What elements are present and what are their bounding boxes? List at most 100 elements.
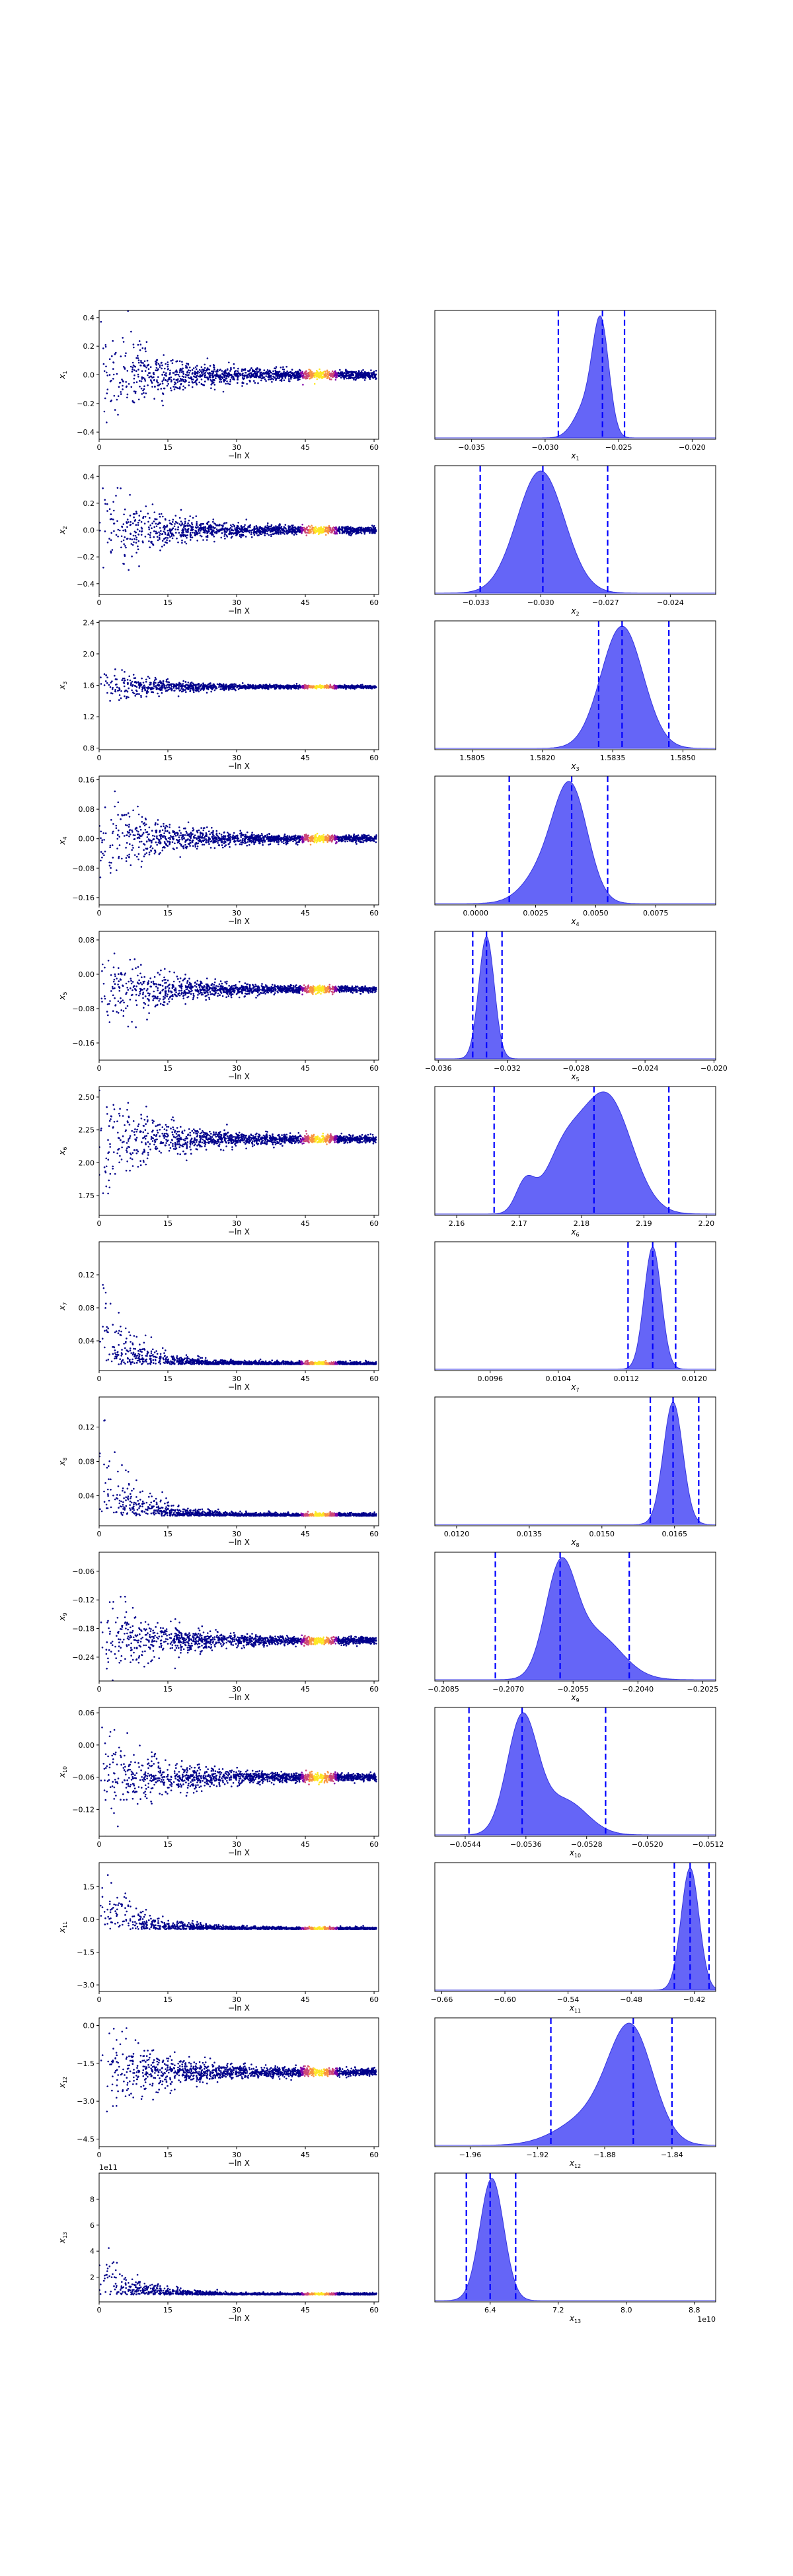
trace-point bbox=[196, 383, 198, 386]
trace-point bbox=[190, 378, 193, 381]
trace-point bbox=[311, 373, 313, 376]
trace-point bbox=[135, 690, 138, 692]
trace-point bbox=[170, 379, 172, 381]
trace-point bbox=[337, 686, 340, 688]
trace-point bbox=[353, 528, 356, 530]
trace-point bbox=[112, 857, 114, 859]
trace-point bbox=[232, 683, 234, 686]
trace-point bbox=[364, 376, 367, 379]
trace-point bbox=[225, 844, 227, 846]
trace-point bbox=[162, 680, 165, 683]
trace-point bbox=[124, 554, 126, 556]
trace-point bbox=[153, 526, 155, 528]
trace-point bbox=[210, 384, 213, 386]
trace-point bbox=[248, 686, 251, 688]
trace-point bbox=[154, 385, 156, 388]
trace-point bbox=[358, 370, 360, 372]
trace-point bbox=[230, 536, 233, 539]
trace-point bbox=[108, 374, 111, 376]
trace-point bbox=[266, 526, 268, 529]
trace-point bbox=[309, 528, 311, 530]
trace-point bbox=[306, 686, 309, 688]
trace-point bbox=[226, 380, 228, 382]
trace-point bbox=[224, 538, 226, 540]
trace-point bbox=[141, 816, 143, 818]
trace-point bbox=[221, 370, 223, 372]
trace-point bbox=[112, 361, 115, 364]
trace-point bbox=[198, 532, 201, 534]
trace-point bbox=[170, 380, 172, 382]
trace-point bbox=[159, 680, 161, 682]
trace-point bbox=[362, 372, 365, 375]
trace-point bbox=[360, 841, 363, 843]
trace-point bbox=[279, 379, 282, 382]
trace-point bbox=[231, 688, 233, 690]
trace-point bbox=[181, 690, 183, 693]
trace-point bbox=[257, 528, 259, 530]
trace-point bbox=[256, 534, 259, 536]
trace-point bbox=[133, 541, 135, 544]
trace-point bbox=[205, 685, 208, 688]
trace-point bbox=[343, 532, 346, 534]
trace-point bbox=[188, 376, 190, 378]
trace-point bbox=[161, 689, 163, 691]
trace-point bbox=[262, 377, 264, 379]
trace-point bbox=[216, 530, 219, 532]
trace-point bbox=[146, 686, 148, 689]
trace-point bbox=[289, 525, 291, 528]
trace-point bbox=[135, 513, 138, 515]
trace-point bbox=[110, 867, 112, 869]
trace-point bbox=[196, 684, 198, 686]
trace-point bbox=[308, 369, 311, 371]
trace-point bbox=[132, 343, 135, 345]
trace-point bbox=[281, 685, 283, 687]
trace-point bbox=[274, 686, 276, 688]
posterior-xtick-label: 1.5850 bbox=[670, 754, 696, 762]
trace-point bbox=[122, 682, 125, 684]
trace-point bbox=[226, 374, 229, 376]
trace-point bbox=[330, 841, 333, 843]
trace-point bbox=[210, 531, 213, 533]
trace-point bbox=[354, 686, 357, 689]
trace-point bbox=[167, 530, 169, 532]
trace-point bbox=[124, 814, 126, 816]
trace-point bbox=[177, 528, 179, 530]
trace-point bbox=[198, 381, 201, 384]
trace-point bbox=[112, 378, 114, 380]
trace-point bbox=[156, 684, 159, 686]
trace-point bbox=[206, 532, 208, 534]
trace-point bbox=[291, 375, 293, 376]
trace-point bbox=[240, 530, 242, 532]
trace-point bbox=[161, 546, 163, 548]
trace-point bbox=[306, 526, 308, 528]
trace-point bbox=[137, 830, 139, 833]
trace-point bbox=[218, 369, 221, 372]
trace-point bbox=[143, 824, 146, 826]
trace-point bbox=[355, 376, 357, 378]
trace-point bbox=[340, 375, 343, 376]
trace-point bbox=[373, 686, 376, 688]
trace-point bbox=[143, 687, 145, 690]
trace-point bbox=[322, 527, 324, 530]
trace-point bbox=[254, 530, 256, 533]
trace-point bbox=[350, 533, 352, 536]
trace-point bbox=[132, 513, 135, 515]
trace-point bbox=[371, 376, 374, 378]
trace-point bbox=[125, 386, 128, 388]
trace-point bbox=[194, 532, 196, 534]
trace-point bbox=[169, 838, 171, 840]
trace-point bbox=[196, 365, 198, 367]
trace-point bbox=[174, 515, 177, 517]
trace-point bbox=[153, 376, 155, 378]
trace-point bbox=[158, 384, 160, 386]
trace-point bbox=[293, 530, 295, 532]
trace-point bbox=[330, 531, 332, 533]
trace-point bbox=[155, 361, 157, 363]
trace-point bbox=[356, 843, 358, 845]
trace-point bbox=[356, 532, 358, 534]
trace-point bbox=[184, 518, 186, 520]
trace-point bbox=[121, 525, 123, 528]
trace-point bbox=[137, 524, 139, 526]
trace-point bbox=[165, 533, 167, 535]
trace-point bbox=[359, 531, 361, 534]
